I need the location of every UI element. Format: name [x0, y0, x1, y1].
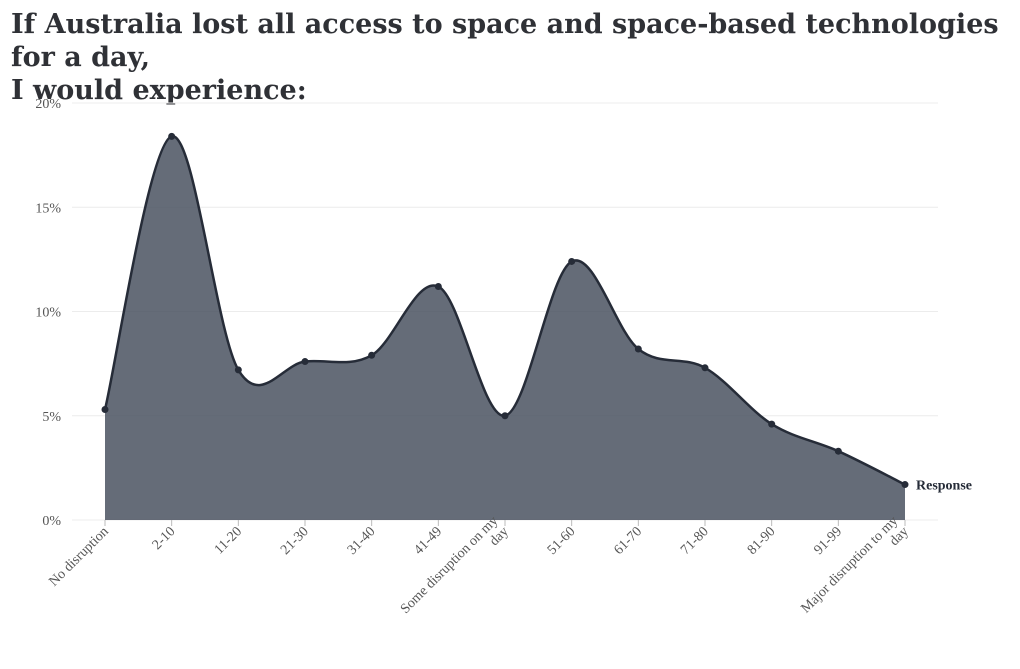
data-point [501, 412, 509, 420]
x-tick-label: 21-30 [278, 524, 312, 558]
x-tick-line: 91-99 [811, 524, 845, 558]
x-tick-line: 31-40 [345, 524, 379, 558]
x-tick-line: Major disruption to my [798, 514, 901, 617]
x-tick-text: 31-40 [345, 524, 379, 558]
x-tick-label: 41-49 [411, 524, 445, 558]
x-tick-line: 21-30 [278, 524, 312, 558]
x-tick-label: 91-99 [811, 524, 845, 558]
x-tick-text: 91-99 [811, 524, 845, 558]
x-tick-text: No disruption [46, 524, 111, 589]
x-tick-label: 2-10 [150, 524, 179, 553]
data-point [701, 364, 709, 372]
y-tick-label: 15% [35, 201, 61, 216]
x-tick-line: 11-20 [212, 524, 245, 557]
y-tick-label: 5% [42, 410, 61, 425]
data-point [634, 345, 642, 353]
series-area [105, 136, 905, 520]
x-tick-line: Some disruption on my [398, 514, 501, 617]
x-tick-label: 51-60 [545, 524, 579, 558]
y-tick-label: 0% [42, 514, 61, 529]
x-tick-text: 61-70 [611, 524, 645, 558]
x-tick-label: 61-70 [611, 524, 645, 558]
chart-title: If Australia lost all access to space an… [11, 8, 1011, 107]
x-tick-label: 71-80 [678, 524, 712, 558]
x-tick-line: 41-49 [411, 524, 445, 558]
series-label: Response [916, 479, 972, 494]
chart-title-line-1: If Australia lost all access to space an… [11, 9, 999, 73]
data-point [234, 366, 242, 374]
x-tick-label: Major disruption to myday [798, 514, 911, 627]
x-tick-line: 2-10 [150, 524, 179, 553]
x-tick-line: 81-90 [745, 524, 779, 558]
chart-title-line-2: I would experience: [11, 75, 307, 106]
x-tick-text: 41-49 [411, 524, 445, 558]
x-tick-label: 11-20 [212, 524, 245, 557]
x-tick-label: 81-90 [745, 524, 779, 558]
data-point [434, 282, 442, 290]
y-tick-label: 20% [35, 97, 61, 112]
x-tick-text: 71-80 [678, 524, 712, 558]
data-point [834, 447, 842, 455]
x-tick-line: 61-70 [611, 524, 645, 558]
data-point [168, 132, 176, 140]
data-point [301, 358, 309, 366]
x-tick-text: 11-20 [212, 524, 245, 557]
data-point [768, 420, 776, 428]
x-axis: No disruption 2-10 11-20 21-30 31-40 41-49Som… [46, 514, 911, 628]
x-tick-line: 71-80 [678, 524, 712, 558]
x-tick-text: Major disruption to myday [798, 514, 911, 627]
x-tick-text: 21-30 [278, 524, 312, 558]
data-point [568, 257, 576, 265]
x-tick-line: 51-60 [545, 524, 579, 558]
x-tick-label: No disruption [46, 524, 111, 589]
x-tick-text: 81-90 [745, 524, 779, 558]
x-tick-text: 2-10 [150, 524, 179, 553]
y-tick-label: 10% [35, 306, 61, 321]
x-tick-text: 51-60 [545, 524, 579, 558]
x-tick-line: No disruption [46, 524, 111, 589]
plot-area: Response [101, 132, 972, 520]
x-tick-label: 31-40 [345, 524, 379, 558]
data-point [368, 351, 376, 359]
x-tick-text: Some disruption on myday [398, 514, 512, 628]
series-line [103, 135, 906, 486]
data-point [101, 405, 109, 413]
x-tick-label: Some disruption on myday [398, 514, 512, 628]
y-axis: 0% 5% 10% 15% 20% [35, 97, 61, 529]
data-point [901, 481, 909, 489]
